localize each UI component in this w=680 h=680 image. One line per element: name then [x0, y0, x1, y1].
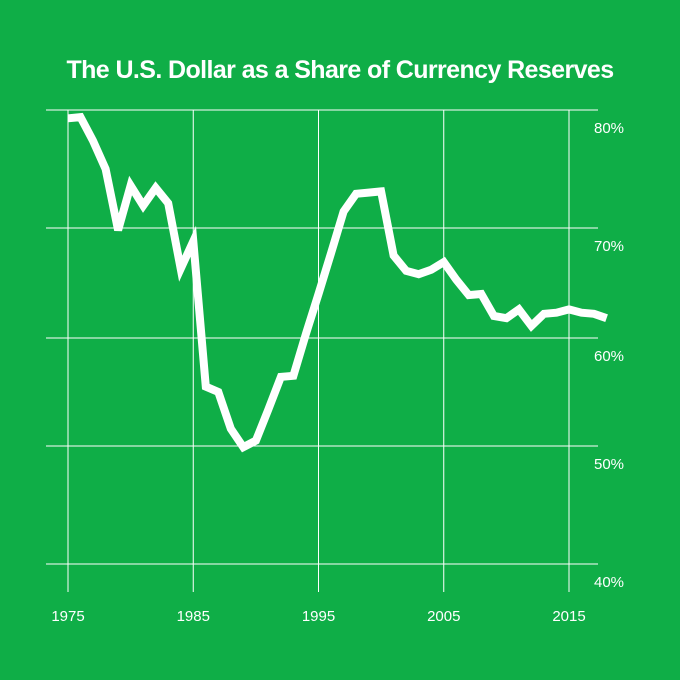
y-tick-label: 70%	[594, 238, 624, 255]
x-tick-label: 1975	[51, 608, 84, 625]
y-tick-label: 40%	[594, 574, 624, 591]
y-tick-label: 50%	[594, 456, 624, 473]
series-line	[67, 112, 608, 453]
x-tick-label: 2005	[427, 608, 460, 625]
y-tick-label: 80%	[594, 120, 624, 137]
chart-title: The U.S. Dollar as a Share of Currency R…	[66, 56, 614, 84]
x-tick-label: 2015	[552, 608, 585, 625]
x-tick-label: 1985	[177, 608, 210, 625]
y-tick-label: 60%	[594, 348, 624, 365]
x-tick-label: 1995	[302, 608, 335, 625]
